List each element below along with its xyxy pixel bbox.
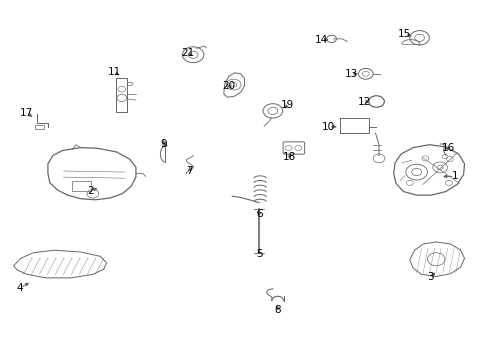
Text: 20: 20 bbox=[222, 81, 235, 91]
Text: 19: 19 bbox=[280, 100, 294, 110]
Text: 13: 13 bbox=[344, 69, 357, 79]
Text: 12: 12 bbox=[357, 96, 370, 107]
Text: 8: 8 bbox=[273, 305, 280, 315]
Text: 18: 18 bbox=[282, 152, 296, 162]
Text: 2: 2 bbox=[87, 186, 94, 196]
Text: 21: 21 bbox=[181, 48, 195, 58]
Bar bbox=[35, 125, 44, 129]
Text: 15: 15 bbox=[397, 29, 411, 39]
Circle shape bbox=[163, 144, 167, 147]
Text: 6: 6 bbox=[255, 209, 262, 219]
Text: 3: 3 bbox=[426, 272, 433, 282]
Bar bbox=[116, 78, 127, 112]
Text: 1: 1 bbox=[450, 171, 457, 181]
Text: 9: 9 bbox=[160, 139, 167, 149]
Text: 5: 5 bbox=[255, 249, 262, 259]
Text: 14: 14 bbox=[314, 35, 328, 45]
Bar bbox=[339, 118, 368, 133]
Text: 16: 16 bbox=[441, 143, 455, 153]
Text: 7: 7 bbox=[186, 166, 193, 176]
Bar bbox=[72, 181, 91, 191]
Text: 10: 10 bbox=[322, 122, 334, 132]
Text: 4: 4 bbox=[16, 283, 23, 293]
Text: 17: 17 bbox=[20, 108, 34, 118]
Text: 11: 11 bbox=[108, 67, 122, 77]
